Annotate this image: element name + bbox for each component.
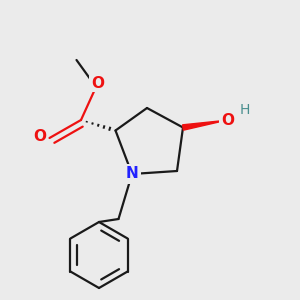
Text: O: O	[221, 113, 234, 128]
Text: N: N	[126, 167, 138, 182]
Text: H: H	[239, 103, 250, 117]
Text: O: O	[33, 129, 46, 144]
Polygon shape	[183, 121, 219, 130]
Text: O: O	[91, 76, 104, 91]
